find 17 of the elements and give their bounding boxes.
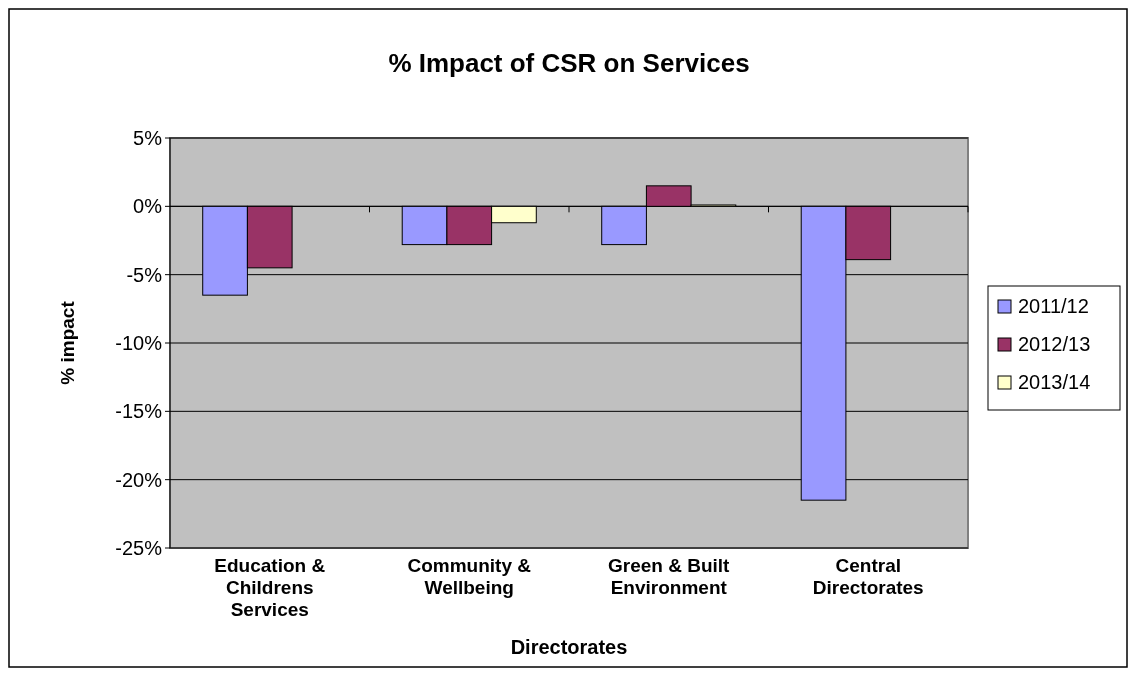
x-tick-label: Education & Childrens Services — [214, 555, 326, 620]
y-tick-label: -5% — [126, 263, 163, 286]
x-axis-title: Directorates — [510, 636, 628, 658]
y-tick-label: -15% — [115, 400, 163, 423]
y-tick-label: 5% — [133, 127, 163, 149]
y-tick-label: -10% — [115, 332, 163, 354]
x-tick-label: Central Directorates — [812, 555, 924, 598]
legend-label: 2012/13 — [1018, 333, 1091, 355]
legend-label: 2011/12 — [1018, 295, 1089, 317]
x-tick-label: Green & Built Environment — [608, 555, 731, 598]
y-axis-title: % impact — [57, 300, 78, 385]
legend-label: 2013/14 — [1018, 371, 1091, 393]
y-tick-label: 0% — [133, 195, 163, 218]
y-tick-label: -20% — [115, 468, 163, 491]
y-tick-label: -25% — [115, 537, 163, 559]
chart-title: % Impact of CSR on Services — [388, 48, 750, 78]
x-tick-label: Community & Wellbeing — [407, 555, 532, 598]
